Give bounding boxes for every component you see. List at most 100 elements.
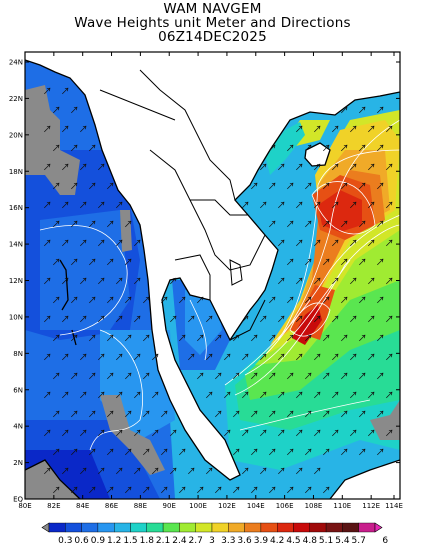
colorbar-segment	[260, 522, 278, 533]
direction-arrow	[143, 410, 150, 418]
direction-arrow	[71, 486, 78, 494]
direction-arrow	[332, 353, 339, 361]
direction-arrow	[269, 182, 276, 190]
direction-arrow	[332, 239, 339, 247]
direction-arrow	[125, 258, 132, 266]
map-title: WAM NAVGEM	[163, 1, 262, 17]
direction-arrow	[107, 296, 114, 304]
direction-arrow	[377, 410, 384, 418]
direction-arrow	[233, 486, 240, 494]
direction-arrow	[44, 467, 51, 475]
direction-arrow	[296, 315, 303, 323]
direction-arrow	[341, 258, 348, 266]
map-datetime: 06Z14DEC2025	[158, 29, 267, 45]
direction-arrow	[98, 429, 105, 437]
direction-arrow	[143, 486, 150, 494]
colorbar-segment	[309, 522, 327, 533]
colorbar-segment	[97, 522, 115, 533]
direction-arrow	[53, 448, 60, 456]
direction-arrow	[350, 429, 357, 437]
direction-arrow	[116, 277, 123, 285]
direction-arrow	[206, 315, 213, 323]
direction-arrow	[386, 201, 393, 209]
direction-arrow	[134, 315, 141, 323]
direction-arrow	[44, 125, 51, 133]
direction-arrow	[242, 467, 249, 475]
colorbar-segment	[65, 522, 82, 533]
direction-arrow	[350, 201, 357, 209]
direction-arrow	[296, 239, 303, 247]
direction-arrow	[377, 296, 384, 304]
direction-arrow	[341, 144, 348, 152]
direction-arrow	[44, 391, 51, 399]
direction-arrow	[323, 220, 330, 228]
y-tick-label: EQ	[13, 496, 23, 504]
direction-arrow	[179, 334, 186, 342]
direction-arrow	[98, 201, 105, 209]
direction-arrow	[386, 391, 393, 399]
direction-arrow	[206, 353, 213, 361]
direction-arrow	[62, 163, 69, 171]
direction-arrow	[359, 372, 366, 380]
contour-lines	[39, 119, 400, 451]
direction-arrow	[287, 258, 294, 266]
direction-arrow	[62, 125, 69, 133]
direction-arrow	[323, 486, 330, 494]
direction-arrow	[44, 239, 51, 247]
direction-arrow	[98, 315, 105, 323]
direction-arrow	[71, 106, 78, 114]
colorbar-label: 0.9	[91, 536, 106, 546]
colorbar-segment	[277, 522, 294, 533]
colorbar-label: 2.1	[156, 536, 170, 546]
direction-arrow	[188, 315, 195, 323]
direction-arrow	[341, 182, 348, 190]
direction-arrow	[287, 448, 294, 456]
direction-arrow	[341, 372, 348, 380]
direction-arrow	[359, 220, 366, 228]
direction-arrow	[224, 353, 231, 361]
direction-arrow	[62, 467, 69, 475]
direction-arrow	[278, 163, 285, 171]
direction-arrow	[170, 277, 177, 285]
direction-arrow	[269, 144, 276, 152]
direction-arrow	[386, 239, 393, 247]
direction-arrow	[53, 372, 60, 380]
direction-arrow	[287, 486, 294, 494]
direction-arrow	[125, 410, 132, 418]
y-tick-label: 22N	[9, 95, 23, 103]
direction-arrow	[179, 448, 186, 456]
direction-arrow	[332, 125, 339, 133]
direction-arrow	[314, 201, 321, 209]
colorbar-segment	[195, 522, 213, 533]
direction-arrow	[314, 353, 321, 361]
direction-arrow	[341, 334, 348, 342]
direction-arrow	[377, 144, 384, 152]
direction-arrow	[215, 410, 222, 418]
direction-arrow	[80, 163, 87, 171]
direction-arrow	[377, 372, 384, 380]
direction-arrow	[359, 448, 366, 456]
direction-arrow	[332, 201, 339, 209]
direction-arrow	[314, 429, 321, 437]
direction-arrow	[80, 277, 87, 285]
direction-arrow	[89, 220, 96, 228]
direction-arrow	[161, 410, 168, 418]
y-tick-label: 10N	[9, 313, 23, 321]
direction-arrow	[179, 486, 186, 494]
direction-arrow	[89, 258, 96, 266]
colorbar-label: 3.3	[221, 536, 235, 546]
direction-arrow	[44, 353, 51, 361]
direction-arrow	[323, 372, 330, 380]
direction-arrow	[89, 410, 96, 418]
direction-arrow	[251, 448, 258, 456]
direction-arrow	[278, 239, 285, 247]
direction-arrow	[314, 467, 321, 475]
direction-arrow	[278, 429, 285, 437]
colorbar-label: 1.5	[123, 536, 137, 546]
colorbar-label: 5.1	[319, 536, 333, 546]
direction-arrow	[269, 486, 276, 494]
colorbar-segment	[211, 522, 229, 533]
direction-arrow	[323, 334, 330, 342]
direction-arrow	[314, 125, 321, 133]
